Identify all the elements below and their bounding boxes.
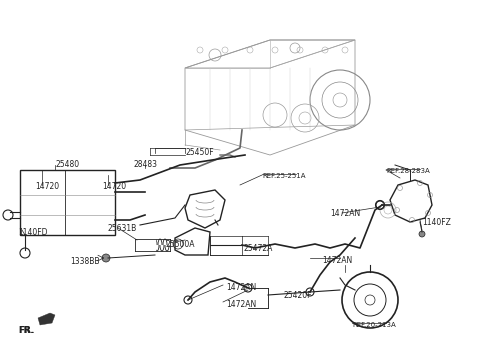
Polygon shape xyxy=(38,313,55,325)
Text: 1338BB: 1338BB xyxy=(71,257,100,266)
Text: FR.: FR. xyxy=(18,326,34,335)
Text: 1140FD: 1140FD xyxy=(18,228,48,237)
Text: 1472AN: 1472AN xyxy=(330,209,360,218)
Circle shape xyxy=(102,254,110,262)
Text: 1472AN: 1472AN xyxy=(226,300,256,309)
Text: REF.20-213A: REF.20-213A xyxy=(352,322,396,328)
Text: 14720: 14720 xyxy=(35,182,59,191)
Text: 25631B: 25631B xyxy=(107,224,136,233)
Text: 25450F: 25450F xyxy=(185,148,214,157)
Text: 28483: 28483 xyxy=(133,160,157,169)
Text: 1472AN: 1472AN xyxy=(322,256,352,265)
Text: 25472A: 25472A xyxy=(243,244,272,253)
Bar xyxy=(20,170,115,235)
Text: 1472AN: 1472AN xyxy=(226,283,256,292)
Text: REF.25-251A: REF.25-251A xyxy=(262,173,305,179)
Text: 25420F: 25420F xyxy=(284,291,312,300)
Text: 14720: 14720 xyxy=(102,182,126,191)
Text: 1140FZ: 1140FZ xyxy=(422,218,451,227)
Text: REF.28-283A: REF.28-283A xyxy=(386,168,430,174)
Text: 25500A: 25500A xyxy=(165,240,194,249)
Text: FR.: FR. xyxy=(18,326,35,335)
Circle shape xyxy=(419,231,425,237)
Text: 25480: 25480 xyxy=(55,160,79,169)
